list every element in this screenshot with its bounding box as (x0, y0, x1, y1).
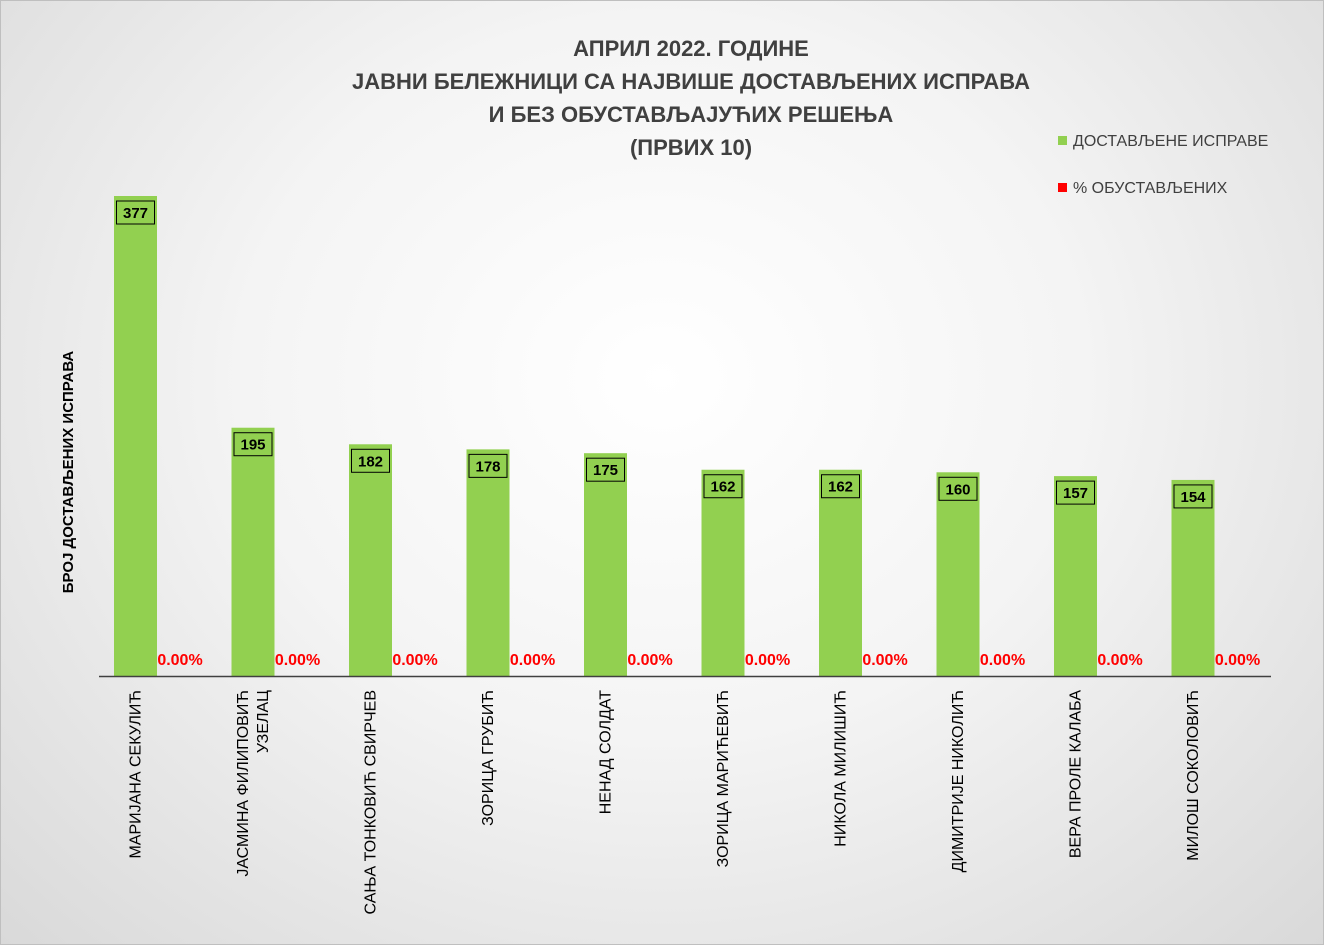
data-label-box (938, 476, 978, 501)
percent-label: 0.00% (510, 652, 555, 669)
bar (584, 453, 627, 676)
data-label: 154 (1180, 489, 1206, 506)
percent-label: 0.00% (627, 652, 672, 669)
legend-label: % ОБУСТАВЉЕНИХ (1073, 180, 1228, 197)
data-label: 157 (1063, 485, 1088, 502)
data-label-box (468, 453, 508, 478)
legend-swatch (1058, 136, 1067, 145)
bar (819, 469, 862, 676)
data-label-box (703, 474, 743, 499)
bar (1171, 479, 1215, 676)
chart-title-line: ЈАВНИ БЕЛЕЖНИЦИ СА НАЈВИШЕ ДОСТАВЉЕНИХ И… (352, 69, 1030, 94)
data-label-box (351, 448, 390, 473)
category-label: ДИМИТРИЈЕ НИКОЛИЋ (950, 690, 967, 872)
data-label: 182 (358, 453, 383, 470)
data-label: 178 (475, 458, 500, 475)
chart-title-line: (ПРВИХ 10) (630, 135, 752, 160)
bar (701, 469, 745, 676)
category-label: ВЕРА ПРОЛЕ КАЛАБА (1068, 690, 1085, 858)
percent-label: 0.00% (1215, 652, 1260, 669)
category-label: НИКОЛА МИЛИШИЋ (833, 690, 850, 847)
percent-label: 0.00% (745, 652, 790, 669)
percent-label: 0.00% (862, 652, 907, 669)
data-label: 195 (240, 437, 265, 454)
data-label: 162 (828, 479, 853, 496)
percent-label: 0.00% (392, 652, 437, 669)
chart-title-line: И БЕЗ ОБУСТАВЉАЈУЋИХ РЕШЕЊА (489, 102, 894, 127)
category-label: МИЛОШ СОКОЛОВИЋ (1185, 690, 1202, 861)
data-label: 377 (123, 205, 148, 222)
percent-label: 0.00% (1097, 652, 1142, 669)
data-label: 162 (710, 479, 735, 496)
bar (1054, 476, 1097, 676)
data-label-box (116, 200, 155, 225)
bar (114, 196, 157, 676)
data-label: 175 (593, 462, 618, 479)
bar (231, 427, 275, 676)
data-label-box (1056, 480, 1095, 505)
data-label-box (586, 457, 625, 482)
legend-swatch (1058, 183, 1067, 192)
category-label: ЗОРИЦА ГРУБИЋ (480, 690, 497, 826)
bar (936, 472, 980, 676)
data-label-box (821, 474, 860, 499)
bar (466, 449, 510, 676)
data-label-box (233, 432, 273, 457)
category-label: УЗЕЛАЦ (255, 690, 272, 753)
category-label: ЈАСМИНА ФИЛИПОВИЋ (235, 690, 252, 877)
category-label: МАРИЈАНА СЕКУЛИЋ (128, 690, 145, 859)
chart-title-line: АПРИЛ 2022. ГОДИНЕ (573, 36, 809, 61)
y-axis-label: БРОЈ ДОСТАВЉЕНИХ ИСПРАВА (60, 351, 77, 594)
category-label: САЊА ТОНКОВИЋ СВИРЧЕВ (363, 690, 380, 914)
legend-label: ДОСТАВЉЕНЕ ИСПРАВЕ (1073, 133, 1268, 150)
bar (349, 444, 392, 676)
percent-label: 0.00% (980, 652, 1025, 669)
data-label-box (1173, 484, 1213, 509)
percent-label: 0.00% (157, 652, 202, 669)
category-label: ЗОРИЦА МАРИЋЕВИЋ (715, 690, 732, 867)
percent-label: 0.00% (275, 652, 320, 669)
category-label: НЕНАД СОЛДАТ (598, 690, 615, 814)
data-label: 160 (945, 481, 970, 498)
